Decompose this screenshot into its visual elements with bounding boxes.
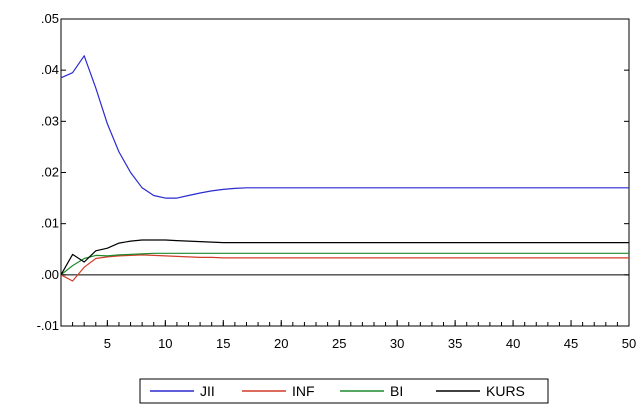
series-line-kurs bbox=[60, 239, 629, 276]
series-line-inf bbox=[60, 254, 629, 282]
legend-label-bi: BI bbox=[390, 383, 403, 399]
legend-label-inf: INF bbox=[292, 383, 315, 399]
legend-label-kurs: KURS bbox=[486, 383, 525, 399]
x-tick-label: 25 bbox=[332, 336, 346, 351]
series-line-jii bbox=[60, 55, 629, 199]
y-tick-label: .01 bbox=[41, 216, 59, 231]
plot-frame bbox=[60, 18, 630, 327]
x-tick-label: 10 bbox=[158, 336, 172, 351]
x-tick-label: 15 bbox=[216, 336, 230, 351]
y-tick-label: .02 bbox=[41, 165, 59, 180]
x-tick-label: 35 bbox=[448, 336, 462, 351]
x-tick-label: 45 bbox=[564, 336, 578, 351]
y-tick-label: .05 bbox=[41, 11, 59, 26]
x-tick-label: 5 bbox=[104, 336, 111, 351]
y-tick-label: -.01 bbox=[37, 318, 59, 333]
legend-label-jii: JII bbox=[200, 383, 215, 399]
x-tick-label: 40 bbox=[506, 336, 520, 351]
legend: JII INF BI KURS bbox=[139, 378, 549, 404]
x-tick-label: 50 bbox=[622, 336, 636, 351]
series-line-bi bbox=[60, 252, 629, 276]
x-tick-label: 30 bbox=[390, 336, 404, 351]
x-tick-label: 20 bbox=[274, 336, 288, 351]
plot-area: -.01 .00 .01 .02 .03 .04 .05 5 10 15 20 25 30 35 40 45 5… bbox=[37, 11, 637, 351]
y-tick-label: .03 bbox=[41, 113, 59, 128]
y-tick-label: .04 bbox=[41, 62, 59, 77]
y-tick-label: .00 bbox=[41, 267, 59, 282]
